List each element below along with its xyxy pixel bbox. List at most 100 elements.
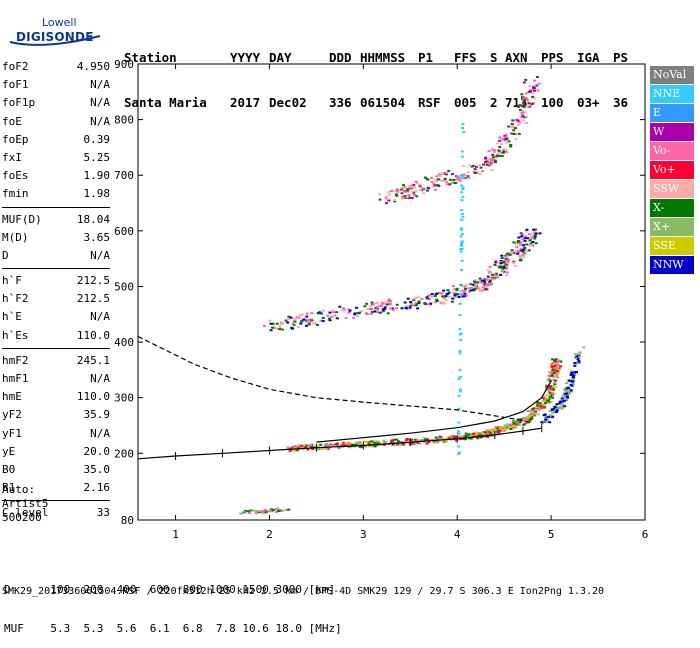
echo-point bbox=[482, 163, 486, 166]
echo-point bbox=[472, 432, 476, 435]
echo-point bbox=[316, 324, 320, 327]
param-value: N/A bbox=[90, 426, 110, 440]
echo-point bbox=[512, 260, 516, 263]
echo-point bbox=[457, 407, 461, 410]
echo-point bbox=[414, 301, 418, 304]
echo-point bbox=[435, 298, 439, 301]
echo-point bbox=[461, 165, 465, 168]
echo-point bbox=[564, 391, 568, 394]
echo-point bbox=[551, 358, 555, 361]
echo-point bbox=[499, 138, 503, 141]
echo-point bbox=[488, 279, 492, 282]
echo-point bbox=[574, 357, 578, 360]
param-row: hmF1 N/A bbox=[2, 370, 110, 388]
echo-point bbox=[329, 315, 333, 318]
echo-point bbox=[518, 109, 522, 112]
echo-point bbox=[480, 281, 484, 284]
echo-point bbox=[518, 243, 522, 246]
echo-point bbox=[487, 284, 491, 287]
echo-point bbox=[504, 260, 508, 263]
echo-point bbox=[511, 119, 515, 122]
echo-point bbox=[553, 383, 557, 386]
echo-point bbox=[490, 168, 494, 171]
echo-point bbox=[378, 193, 382, 196]
echo-point bbox=[461, 127, 465, 130]
echo-point bbox=[479, 431, 483, 434]
echo-point bbox=[536, 401, 540, 404]
echo-point bbox=[542, 396, 546, 399]
echo-point bbox=[472, 288, 476, 291]
profile-dashed-line bbox=[137, 335, 533, 424]
echo-point bbox=[432, 185, 436, 188]
echo-point bbox=[552, 371, 556, 374]
echo-point bbox=[333, 314, 337, 317]
echo-point bbox=[531, 232, 535, 235]
echo-point bbox=[415, 439, 419, 442]
header-value-day: Dec02 bbox=[269, 95, 307, 110]
param-value: N/A bbox=[90, 248, 110, 262]
echo-point bbox=[576, 358, 580, 361]
echo-point bbox=[473, 282, 477, 285]
echo-point bbox=[535, 84, 539, 87]
echo-point bbox=[527, 233, 531, 236]
echo-point bbox=[403, 186, 407, 189]
echo-point bbox=[464, 432, 468, 435]
echo-point bbox=[439, 436, 443, 439]
echo-point bbox=[410, 186, 414, 189]
echo-point bbox=[497, 426, 501, 429]
echo-point bbox=[504, 148, 508, 151]
echo-point bbox=[518, 254, 522, 257]
echo-point bbox=[530, 414, 534, 417]
echo-point bbox=[557, 360, 561, 363]
echo-point bbox=[565, 382, 569, 385]
echo-point bbox=[372, 441, 376, 444]
echo-point bbox=[551, 391, 555, 394]
echo-point bbox=[321, 320, 325, 323]
echo-point bbox=[463, 292, 467, 295]
echo-point bbox=[509, 251, 513, 254]
echo-point bbox=[527, 249, 531, 252]
echo-point bbox=[404, 306, 408, 309]
param-value: N/A bbox=[90, 78, 110, 92]
echo-point bbox=[310, 446, 314, 449]
echo-point bbox=[311, 448, 315, 451]
param-value: 3.65 bbox=[83, 230, 111, 244]
x-tick-label: 6 bbox=[642, 528, 649, 541]
echo-point bbox=[331, 309, 335, 312]
echo-point bbox=[385, 303, 389, 306]
param-name: yE bbox=[2, 444, 16, 458]
echo-point bbox=[373, 445, 377, 448]
echo-point bbox=[518, 121, 522, 124]
y-tick-label: 900 bbox=[114, 58, 134, 71]
echo-point bbox=[326, 314, 330, 317]
echo-point bbox=[455, 289, 459, 292]
echo-point bbox=[377, 444, 381, 447]
echo-point bbox=[395, 307, 399, 310]
echo-point bbox=[547, 398, 551, 401]
echo-point bbox=[460, 240, 464, 243]
echo-point bbox=[369, 440, 373, 443]
echo-point bbox=[543, 405, 547, 408]
x-tick-label: 2 bbox=[266, 528, 273, 541]
echo-point bbox=[388, 300, 392, 303]
echo-point bbox=[254, 510, 258, 513]
echo-point bbox=[348, 443, 352, 446]
echo-point bbox=[560, 407, 564, 410]
echo-point bbox=[460, 268, 464, 271]
echo-point bbox=[451, 436, 455, 439]
echo-point bbox=[451, 291, 455, 294]
echo-point bbox=[521, 114, 525, 117]
echo-point bbox=[408, 307, 412, 310]
param-name: hmF1 bbox=[2, 372, 29, 385]
echo-point bbox=[424, 438, 428, 441]
echo-point bbox=[457, 445, 461, 448]
echo-point bbox=[520, 111, 524, 114]
echo-point bbox=[375, 442, 379, 445]
echo-point bbox=[475, 171, 479, 174]
echo-point bbox=[278, 325, 282, 328]
param-value: 212.5 bbox=[76, 292, 110, 306]
echo-point bbox=[498, 146, 502, 149]
echo-point bbox=[331, 443, 335, 446]
echo-point bbox=[348, 446, 352, 449]
echo-point bbox=[405, 189, 409, 192]
